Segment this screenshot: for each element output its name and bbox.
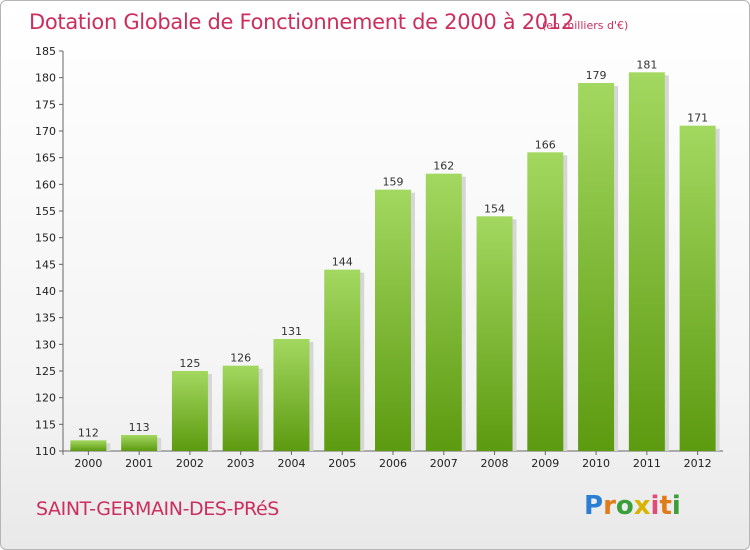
data-label-2011: 181 — [636, 58, 657, 71]
logo-letter: i — [650, 491, 660, 521]
x-tick-label-2000: 2000 — [74, 457, 102, 470]
data-label-2010: 179 — [586, 69, 607, 82]
data-label-2003: 126 — [230, 352, 251, 365]
logo-letter: t — [659, 491, 672, 521]
y-tick-label: 125 — [35, 365, 56, 378]
bar-2012 — [679, 125, 716, 452]
x-tick-label-2005: 2005 — [328, 457, 356, 470]
x-tick-label-2006: 2006 — [379, 457, 407, 470]
x-axis: 2000 2001 2002 2003 2004 2005 2006 2007 2008 2009… — [63, 450, 723, 470]
logo-letter: r — [603, 491, 616, 521]
bar-2000 — [70, 440, 107, 451]
x-tick-label-2003: 2003 — [227, 457, 255, 470]
x-tick-label-2002: 2002 — [176, 457, 204, 470]
logo-letter: o — [615, 491, 634, 521]
bar-2002 — [171, 371, 208, 451]
bar-2001 — [121, 435, 158, 451]
x-tick-label-2001: 2001 — [125, 457, 153, 470]
bar-2003 — [222, 365, 259, 451]
x-tick-label-2011: 2011 — [633, 457, 661, 470]
y-tick-label: 140 — [35, 285, 56, 298]
bar-2007 — [425, 173, 462, 451]
data-label-2009: 166 — [535, 138, 556, 151]
x-tick-label-2012: 2012 — [684, 457, 712, 470]
y-tick-label: 180 — [35, 72, 56, 85]
y-tick-label: 160 — [35, 178, 56, 191]
data-label-2002: 125 — [179, 357, 200, 370]
logo-letter: i — [671, 491, 681, 521]
data-label-2008: 154 — [484, 202, 505, 215]
bar-2009 — [527, 152, 564, 452]
data-label-2001: 113 — [129, 421, 150, 434]
y-tick-label: 155 — [35, 205, 56, 218]
bar-2004 — [273, 339, 310, 451]
x-tick-label-2008: 2008 — [481, 457, 509, 470]
x-tick-label-2007: 2007 — [430, 457, 458, 470]
commune-name: SAINT-GERMAIN-DES-PRéS — [36, 498, 279, 520]
y-tick-label: 170 — [35, 125, 56, 138]
bar-2011 — [628, 72, 665, 451]
y-tick-label: 165 — [35, 152, 56, 165]
data-label-2007: 162 — [433, 160, 454, 173]
bar-2006 — [375, 189, 411, 451]
data-label-2005: 144 — [332, 256, 353, 269]
y-tick-label: 145 — [35, 258, 56, 271]
logo-letter: x — [633, 491, 651, 521]
x-tick-label-2004: 2004 — [277, 457, 305, 470]
bar-2010 — [578, 83, 615, 451]
bar-2005 — [324, 269, 361, 451]
y-tick-label: 150 — [35, 232, 56, 245]
y-axis: 110 115 120 125 130 135 140 145 150 155 160 165 170 1… — [35, 45, 64, 458]
chart-subtitle: (en milliers d'€) — [542, 19, 629, 32]
chart-title: Dotation Globale de Fonctionnement de 20… — [29, 10, 574, 34]
y-tick-label: 120 — [35, 392, 56, 405]
y-tick-label: 175 — [35, 98, 56, 111]
logo-letter: P — [584, 491, 604, 521]
y-tick-label: 115 — [35, 418, 56, 431]
x-tick-label-2009: 2009 — [531, 457, 559, 470]
y-tick-label: 110 — [35, 445, 56, 458]
data-label-2006: 159 — [383, 176, 404, 189]
bar-2008 — [476, 216, 513, 451]
data-label-2000: 112 — [78, 426, 99, 439]
data-label-2012: 171 — [687, 112, 708, 125]
y-tick-label: 130 — [35, 338, 56, 351]
data-label-2004: 131 — [281, 325, 302, 338]
x-tick-label-2010: 2010 — [582, 457, 610, 470]
proxiti-logo: Proxiti — [584, 491, 681, 521]
bars: 112 113 125 126 131 144 159 162 154 166 179 181 171 — [70, 58, 720, 452]
y-tick-label: 185 — [35, 45, 56, 58]
y-tick-label: 135 — [35, 312, 56, 325]
